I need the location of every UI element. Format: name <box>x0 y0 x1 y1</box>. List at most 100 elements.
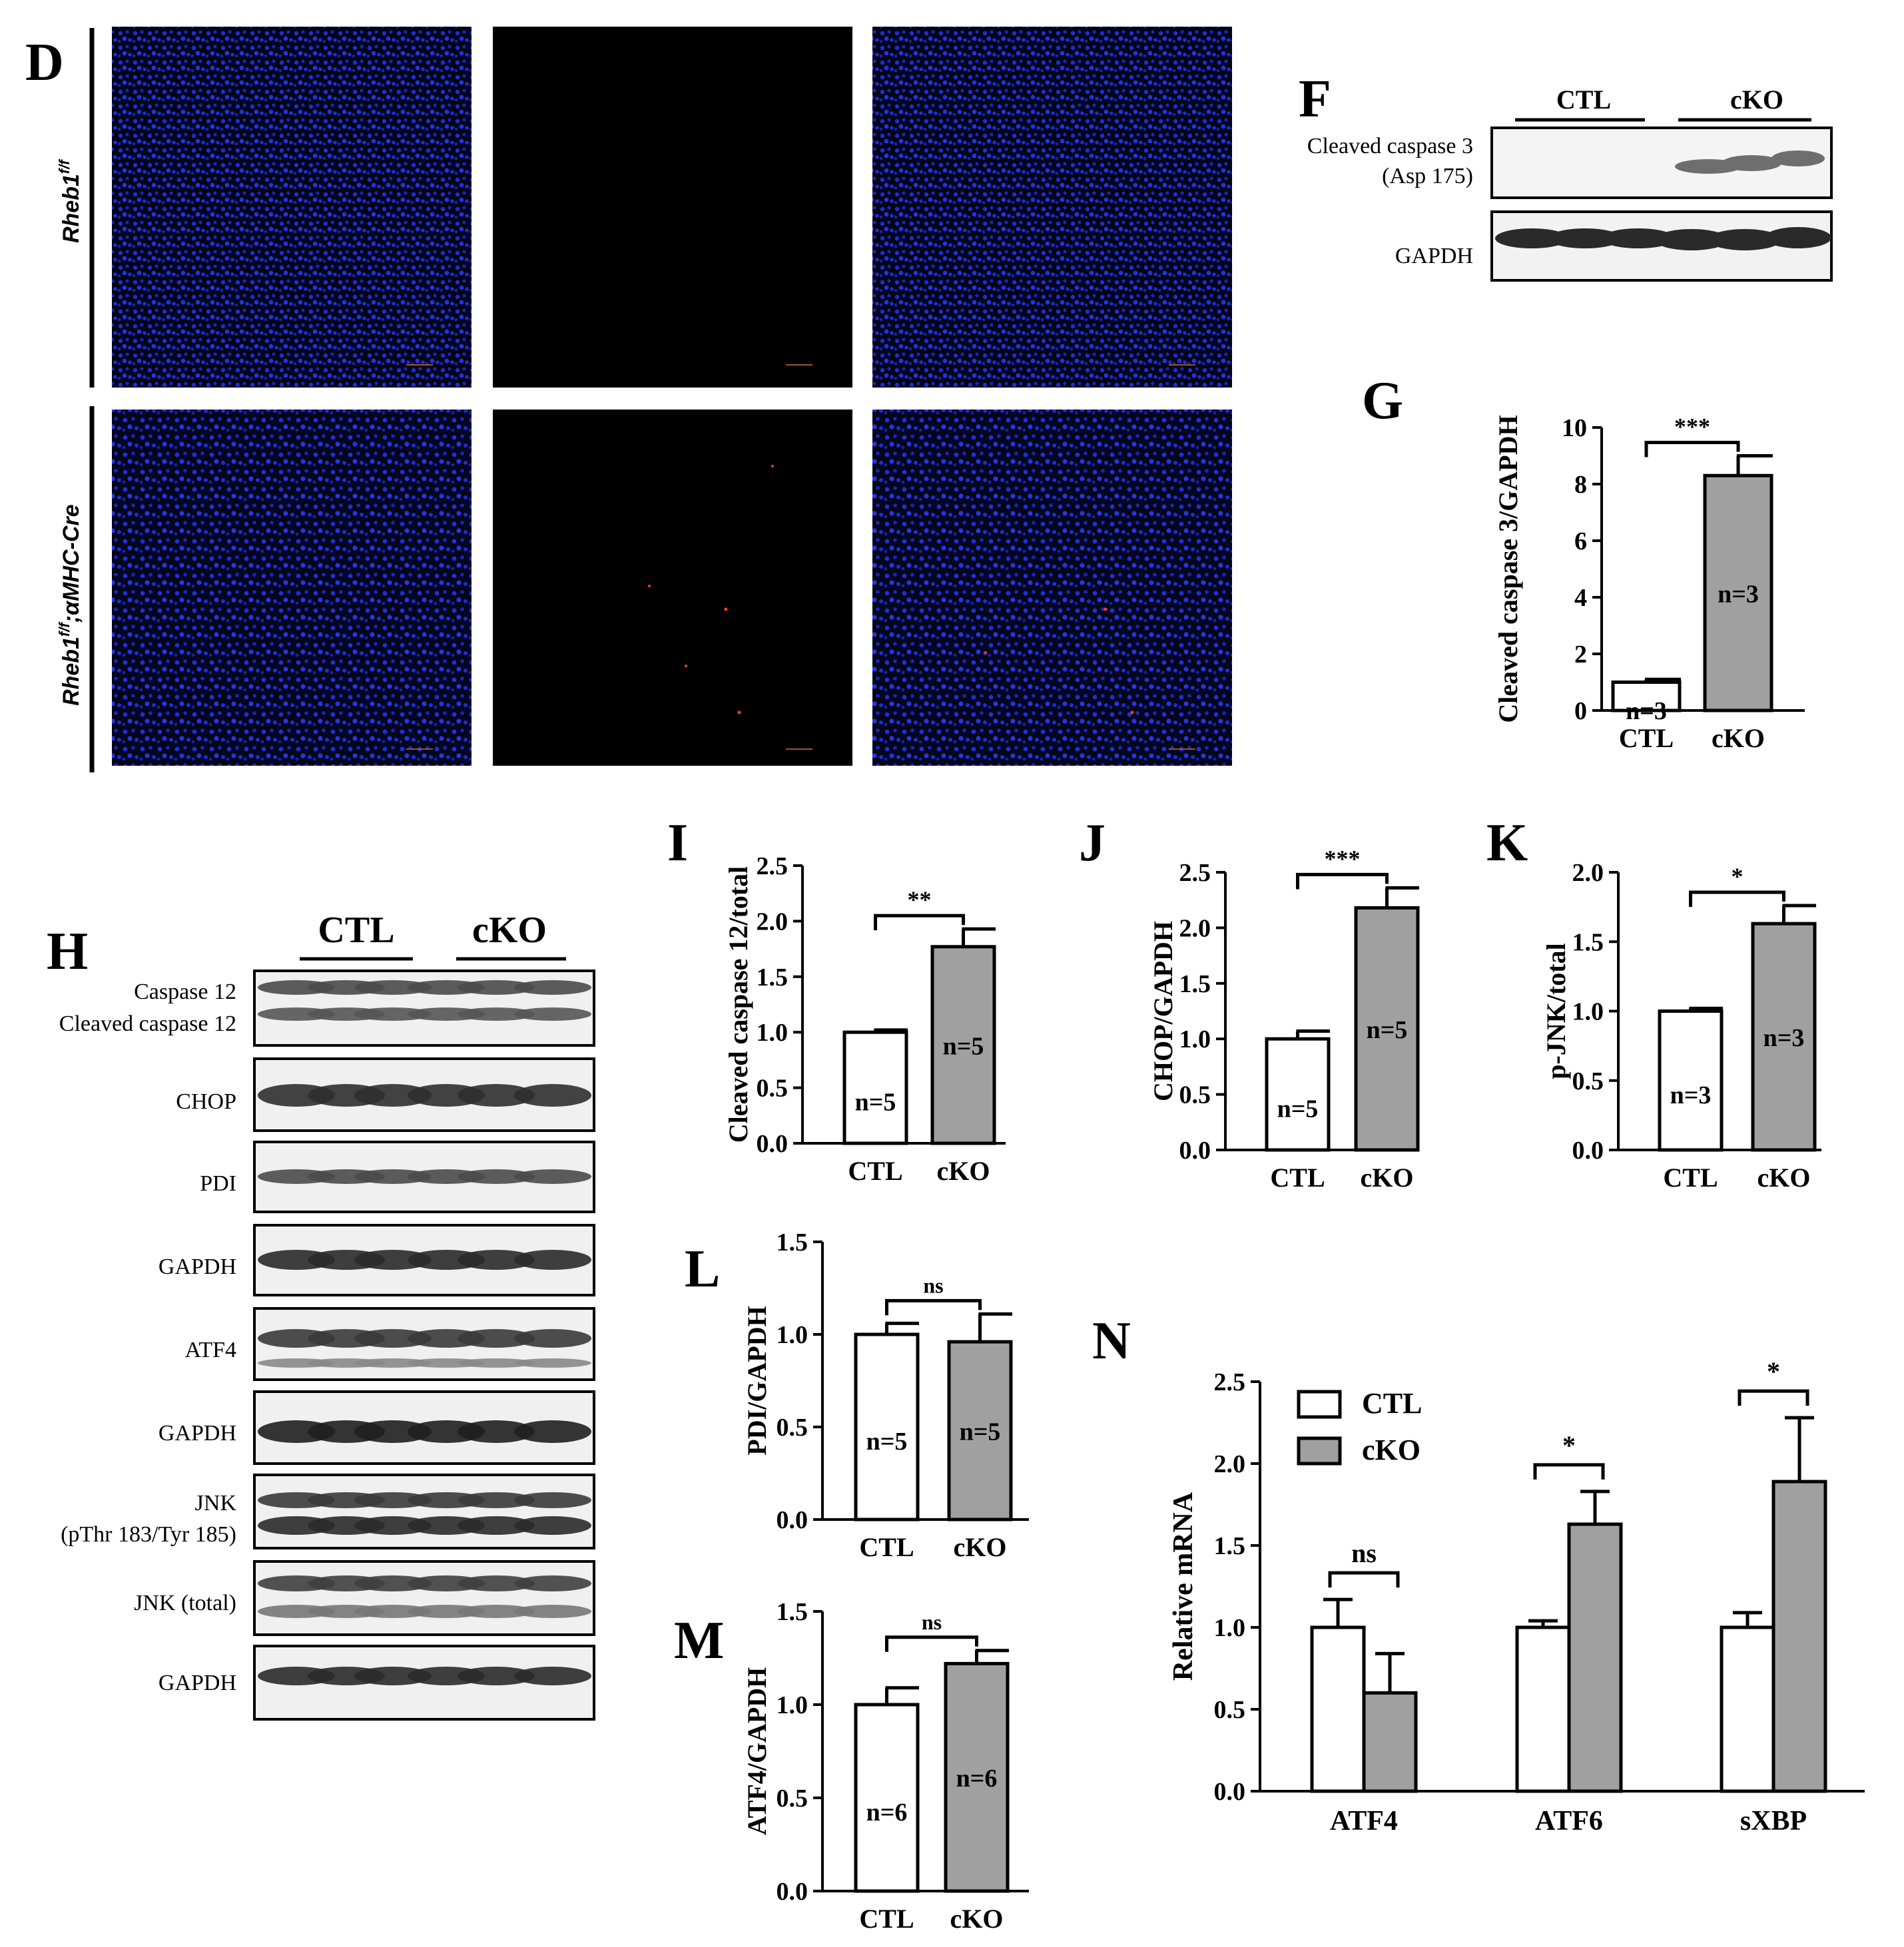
y-tick-label: 1.0 <box>1572 998 1604 1026</box>
blot-h-band <box>354 1169 432 1184</box>
panel-label-f: F <box>1299 70 1331 129</box>
y-axis-label: Cleaved caspase 12/total <box>723 866 753 1143</box>
bar-cko-atf4 <box>1362 1691 1418 1793</box>
blot-h-band <box>458 1575 535 1591</box>
bar-n-label: n=5 <box>1367 1016 1408 1044</box>
blot-h-band <box>354 980 432 995</box>
bar-ctl <box>1265 1037 1331 1152</box>
y-tick-label: 2 <box>1574 641 1587 669</box>
significance-label: * <box>1562 1430 1576 1460</box>
blot-f-label-asp: (Asp 175) <box>1382 164 1473 188</box>
row-label-ff-sup: f/f <box>56 158 73 174</box>
blot-h-band <box>354 1420 432 1443</box>
y-tick-label: 4 <box>1574 584 1587 612</box>
bar-cko-sxbp <box>1771 1480 1827 1793</box>
x-tick-label: cKO <box>1757 1163 1811 1193</box>
bar-ctl <box>854 1332 920 1522</box>
micro-merge-cko <box>872 410 1232 766</box>
blot-h-label-jnk-total: JNK (total) <box>134 1591 236 1615</box>
panel-label-l: L <box>685 1240 720 1298</box>
row-label-rheb1-text-2: Rheb1 <box>59 637 84 706</box>
y-tick-label: 0 <box>1574 697 1587 725</box>
x-tick-label: ATF6 <box>1535 1806 1603 1836</box>
blot-f-label-cc3: Cleaved caspase 3 <box>1307 134 1473 158</box>
x-tick-label: cKO <box>1712 723 1765 753</box>
blot-h-label-gapdh-2: GAPDH <box>159 1421 236 1446</box>
panel-label-h: H <box>47 922 88 981</box>
bar-ctl <box>854 1703 920 1893</box>
row-label-rheb1-ff: Rheb1f/f <box>56 158 84 243</box>
y-tick-label: 0.5 <box>757 1075 789 1103</box>
bar-n-label: n=5 <box>866 1428 908 1456</box>
x-tick-label: cKO <box>1361 1163 1414 1193</box>
blot-h-label-atf4: ATF4 <box>185 1338 236 1362</box>
bar-n-label: n=5 <box>943 1032 984 1060</box>
y-tick-label: 0.0 <box>777 1506 808 1534</box>
bar-cko <box>1751 922 1817 1152</box>
blot-h-band <box>514 980 591 995</box>
blot-h-band <box>354 1516 432 1535</box>
blot-h-band <box>354 1605 432 1618</box>
blot-h-strip <box>253 1474 595 1549</box>
bar-cko <box>930 945 996 1145</box>
y-tick-label: 1.0 <box>757 1019 789 1047</box>
bar-ctl-atf4 <box>1310 1625 1366 1793</box>
blot-h-band <box>514 1420 591 1443</box>
panel-label-k: K <box>1486 814 1528 872</box>
significance-bracket <box>1296 872 1389 890</box>
bar-n-label: n=3 <box>1670 1081 1712 1109</box>
y-tick-label: 2.5 <box>1179 859 1211 887</box>
y-tick-label: 0.0 <box>777 1878 808 1906</box>
y-tick-label: 2.5 <box>757 852 789 880</box>
micro-merge-ctl <box>872 27 1232 388</box>
y-tick-label: 0.5 <box>1214 1696 1246 1724</box>
blot-h-band <box>458 1084 535 1107</box>
y-tick-label: 0.0 <box>1179 1137 1211 1165</box>
chart-m: 0.0 0.5 1.0 1.5 ATF4/GAPDH n=6 CTL n=6 cKO ns <box>742 1598 1029 1934</box>
bar-n-label: n=5 <box>960 1418 1001 1446</box>
blot-h-band <box>458 1169 535 1184</box>
blot-h-band <box>354 1250 432 1270</box>
blot-f-label-gapdh: GAPDH <box>1395 244 1473 268</box>
y-axis-label: Cleaved caspase 3/GAPDH <box>1493 415 1523 722</box>
x-tick-label: CTL <box>1663 1163 1718 1193</box>
blot-h-band <box>514 1667 591 1685</box>
y-tick-label: 8 <box>1574 471 1587 499</box>
blot-h-label-jnk-phospho: JNK <box>195 1491 237 1516</box>
y-tick-label: 1.0 <box>1214 1614 1246 1642</box>
y-tick-label: 1.5 <box>1214 1532 1246 1560</box>
y-tick-label: 2.0 <box>1572 859 1604 887</box>
y-tick-label: 2.0 <box>757 908 789 936</box>
y-tick-label: 1.0 <box>777 1691 808 1719</box>
bar-n-label: n=6 <box>956 1765 998 1793</box>
blot-h-label-gapdh-1: GAPDH <box>159 1254 236 1279</box>
significance-bracket <box>1644 441 1740 457</box>
panel-label-i: I <box>667 814 688 872</box>
significance-label: *** <box>1674 414 1710 440</box>
blot-f-cc3-bands <box>1675 150 1825 174</box>
micro-tunel-ctl <box>493 27 852 388</box>
chart-n: 0.0 0.5 1.0 1.5 2.0 2.5 Relative mRNA ns ATF4 * AT… <box>1168 1356 1865 1836</box>
blot-h-strips <box>253 970 595 1721</box>
blot-h-band <box>458 1329 535 1348</box>
significance-label: ** <box>908 886 932 913</box>
micro-dapi-cko <box>112 410 472 766</box>
blot-h-band <box>458 1492 535 1508</box>
blot-h-band <box>514 1169 591 1184</box>
bar-ctl <box>842 1030 908 1145</box>
bar-n-label: n=3 <box>1763 1024 1805 1052</box>
bar-cko <box>947 1340 1013 1522</box>
y-axis-label: Relative mRNA <box>1168 1492 1199 1681</box>
blot-h-band <box>354 1007 432 1021</box>
bar-ctl-atf6 <box>1515 1625 1571 1793</box>
panel-label-m: M <box>674 1611 725 1670</box>
y-tick-label: 1.5 <box>777 1598 808 1626</box>
significance-bracket <box>1533 1463 1605 1480</box>
blot-h-band <box>514 1516 591 1535</box>
micro-dapi-ctl <box>112 27 472 388</box>
y-tick-label: 0.5 <box>1572 1067 1604 1095</box>
blot-h-band <box>354 1667 432 1685</box>
